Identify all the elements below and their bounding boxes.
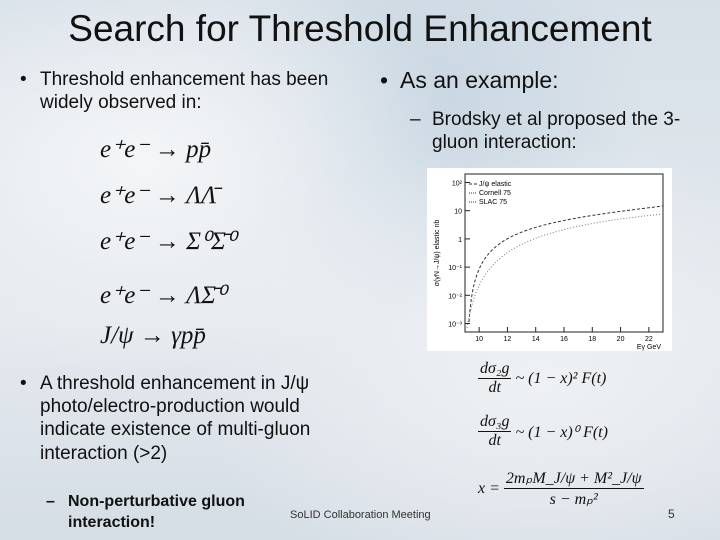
right-sub: Brodsky et al proposed the 3-gluon inter… (410, 108, 712, 154)
y-tick-label: 10 (454, 209, 462, 216)
equation: dσ₃g dt ~ (1 − x)⁰ F(t) (478, 413, 608, 450)
y-tick-label: 10⁻² (448, 293, 462, 300)
x-tick-label: 16 (560, 336, 568, 343)
y-tick-label: 10⁻¹ (448, 265, 462, 272)
equation: dσ₂g dt ~ (1 − x)² F(t) (478, 360, 606, 397)
reaction: J/ψ → γpp̄ (100, 322, 206, 349)
figure-bg (427, 168, 672, 351)
x-tick-label: 22 (645, 336, 653, 343)
eq-den: s − mₚ² (549, 491, 598, 508)
right-bullet: As an example: (380, 66, 558, 94)
eq-num: 2mₚM_J/ψ + M²_J/ψ (503, 470, 644, 489)
eq-den: dt (488, 432, 501, 449)
legend-entry: SLAC 75 (479, 199, 507, 206)
curve (466, 213, 664, 329)
bottom-bullet: A threshold enhancement in J/ψ photo/ele… (20, 372, 340, 465)
y-tick-label: 10² (452, 180, 463, 187)
title: Search for Threshold Enhancement (68, 8, 652, 49)
page-number: 5 (668, 507, 675, 521)
x-tick-label: 20 (617, 336, 625, 343)
fraction: dσ₃g dt (478, 413, 512, 450)
left-bullet: Threshold enhancement has been widely ob… (20, 68, 340, 114)
legend-entry: Cornell 75 (479, 190, 511, 197)
eq-den: dt (488, 379, 501, 396)
eq-num: dσ₃g (478, 413, 512, 432)
y-tick-label: 1 (458, 237, 462, 244)
bottom-sub: Non-perturbative gluon interaction! (46, 492, 288, 534)
reaction: e⁺e⁻ → ΛΛ̄ (100, 182, 217, 209)
eq-rhs: ~ (1 − x)² F(t) (515, 369, 607, 387)
eq-rhs: ~ (1 − x)⁰ F(t) (515, 423, 608, 441)
x-tick-label: 10 (475, 336, 483, 343)
eq-num: dσ₂g (478, 360, 512, 379)
x-tick-label: 18 (588, 336, 596, 343)
reaction: e⁺e⁻ → pp̄ (100, 136, 212, 163)
y-tick-label: 10⁻³ (448, 322, 462, 329)
reaction: e⁺e⁻ → ΛΣ̄⁰ (100, 282, 227, 309)
y-label: σ(γN→J/ψ) elastic nb (434, 220, 441, 287)
x-tick-label: 14 (532, 336, 540, 343)
footer: SoLID Collaboration Meeting (290, 509, 431, 521)
x-label: Eγ GeV (637, 344, 661, 351)
reaction: e⁺e⁻ → Σ⁰Σ̄⁰ (100, 228, 236, 255)
eq-lhs: x = (478, 479, 500, 497)
x-tick-label: 12 (504, 336, 512, 343)
legend-entry: J/ψ elastic (479, 181, 512, 188)
fraction: dσ₂g dt (478, 360, 512, 397)
